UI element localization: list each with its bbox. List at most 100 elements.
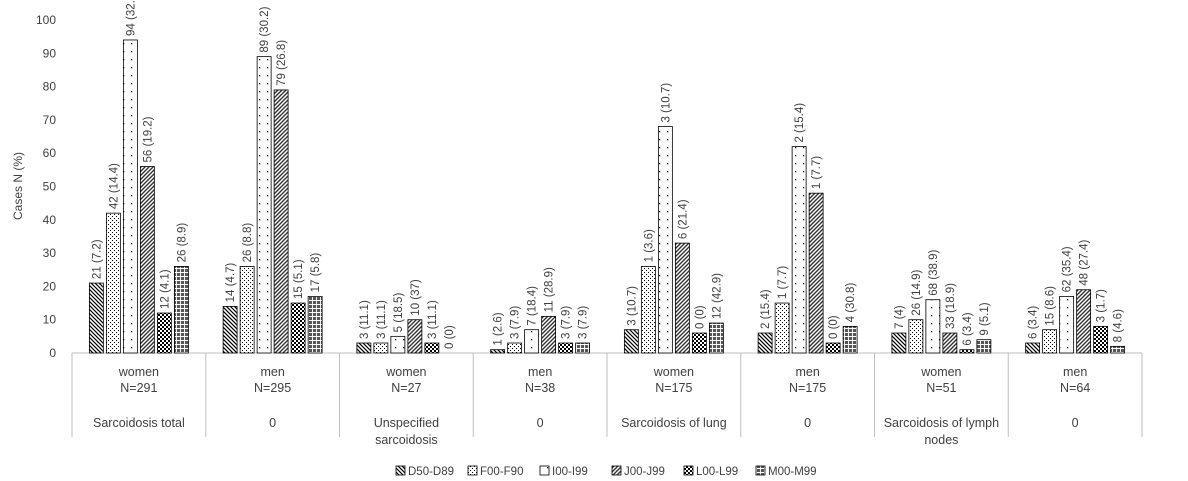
- bar-value-label: 5 (18.5): [393, 293, 405, 333]
- bar-f00-f90: [373, 342, 389, 354]
- y-tick-label: 20: [43, 279, 57, 293]
- bar-value-label: 3 (10.7): [626, 286, 638, 326]
- legend-label: J00-J99: [624, 466, 665, 478]
- group-sex-label: women: [118, 365, 159, 379]
- y-tick-label: 80: [43, 80, 57, 94]
- bar-d50-d89: [88, 282, 104, 354]
- bar-j00-j99: [674, 242, 690, 354]
- bar-i00-i99: [791, 146, 807, 354]
- legend-swatch: [539, 465, 550, 476]
- bar-value-label: 0 (0): [444, 325, 456, 349]
- group-sex-label: women: [653, 365, 694, 379]
- bar-m00-m99: [1110, 345, 1126, 354]
- group-category-label: 0: [537, 416, 544, 430]
- legend-item: I00-I99: [539, 465, 588, 478]
- legend-label: M00-M99: [768, 466, 817, 478]
- bar-value-label: 3 (11.1): [376, 300, 388, 339]
- legend-item: F00-F90: [467, 465, 523, 478]
- group-n-label: N=51: [926, 381, 956, 395]
- bar-d50-d89: [1025, 342, 1041, 354]
- bar-value-label: 21 (7.2): [91, 239, 103, 279]
- bar-value-label: 1 (7.7): [811, 156, 823, 189]
- bar-value-label: 14 (4.7): [225, 263, 237, 303]
- y-tick-label: 10: [43, 313, 57, 327]
- bar-value-label: 6 (3.4): [962, 312, 974, 345]
- bar-value-label: 6 (21.4): [677, 199, 689, 239]
- bar-f00-f90: [507, 342, 523, 354]
- legend-label: L00-L99: [696, 466, 738, 478]
- group-category-label: nodes: [924, 433, 958, 447]
- bar-value-label: 11 (28.9): [544, 267, 556, 312]
- bar-f00-f90: [239, 266, 255, 354]
- bar-value-label: 9 (5.1): [979, 302, 991, 335]
- group-category-label: 0: [804, 416, 811, 430]
- y-tick-label: 60: [43, 146, 57, 160]
- bar-l00-l99: [691, 332, 707, 354]
- bar-value-label: 56 (19.2): [142, 116, 154, 162]
- bar-l00-l99: [1093, 325, 1109, 354]
- legend-swatch: [755, 465, 766, 476]
- bar-value-label: 94 (32.3): [125, 0, 137, 36]
- bar-value-label: 7 (18.4): [527, 286, 539, 326]
- bar-value-label: 48 (27.4): [1079, 240, 1091, 286]
- bar-value-label: 1 (3.6): [643, 229, 655, 262]
- bar-j00-j99: [808, 192, 824, 354]
- bar-f00-f90: [908, 319, 924, 354]
- bar-d50-d89: [891, 332, 907, 354]
- bar-l00-l99: [290, 302, 306, 354]
- group-sex-label: men: [260, 365, 284, 379]
- y-axis-title: Cases N (%): [11, 152, 25, 220]
- group-n-label: N=175: [789, 381, 826, 395]
- group-sex-label: women: [920, 365, 961, 379]
- bar-i00-i99: [1059, 295, 1075, 354]
- bar-value-label: 89 (30.2): [259, 6, 271, 52]
- group-n-label: N=175: [655, 381, 692, 395]
- legend-swatch: [395, 465, 406, 476]
- bar-value-label: 3 (11.1): [359, 300, 371, 339]
- group-sex-label: men: [795, 365, 819, 379]
- group-category-label: Unspecified: [374, 416, 439, 430]
- legend-swatch: [683, 465, 694, 476]
- bar-value-label: 15 (5.1): [293, 259, 305, 299]
- bar-l00-l99: [424, 342, 440, 354]
- bar-value-label: 17 (5.8): [310, 253, 322, 293]
- bar-value-label: 1 (2.6): [493, 312, 505, 345]
- bar-value-label: 3 (10.7): [660, 83, 672, 123]
- bar-j00-j99: [541, 315, 557, 354]
- legend-label: I00-I99: [552, 466, 588, 478]
- group-category-label: Sarcoidosis of lymph: [884, 416, 999, 430]
- bar-value-label: 7 (4): [894, 305, 906, 329]
- bar-f00-f90: [105, 212, 121, 354]
- bar-i00-i99: [122, 39, 138, 354]
- bar-d50-d89: [757, 332, 773, 354]
- bar-i00-i99: [256, 56, 272, 354]
- bars: [88, 39, 1126, 354]
- bar-value-label: 12 (4.1): [159, 269, 171, 309]
- bar-value-label: 15 (8.6): [1045, 286, 1057, 326]
- bar-value-label: 12 (42.9): [711, 273, 723, 319]
- bar-j00-j99: [273, 89, 289, 354]
- bar-value-label: 0 (0): [694, 305, 706, 329]
- y-tick-label: 100: [36, 13, 56, 27]
- bar-l00-l99: [959, 349, 975, 354]
- bar-value-label: 62 (35.4): [1062, 246, 1074, 292]
- legend-label: F00-F90: [480, 466, 523, 478]
- bar-f00-f90: [640, 266, 656, 354]
- bar-m00-m99: [842, 325, 858, 354]
- bar-value-label: 4 (30.8): [845, 283, 857, 323]
- bar-l00-l99: [558, 342, 574, 354]
- bar-m00-m99: [307, 295, 323, 354]
- bar-d50-d89: [623, 329, 639, 354]
- bar-value-label: 3 (7.9): [578, 306, 590, 339]
- group-category-label: 0: [1072, 416, 1079, 430]
- bar-i00-i99: [925, 299, 941, 354]
- y-tick-label: 90: [43, 46, 57, 60]
- y-tick-label: 50: [43, 180, 57, 194]
- bar-f00-f90: [1042, 329, 1058, 354]
- bar-l00-l99: [156, 312, 172, 354]
- bar-value-label: 3 (1.7): [1096, 289, 1108, 322]
- group-n-label: N=27: [391, 381, 421, 395]
- bar-value-label: 1 (7.7): [777, 266, 789, 299]
- group-category-label: 0: [269, 416, 276, 430]
- y-tick-label: 70: [43, 113, 57, 127]
